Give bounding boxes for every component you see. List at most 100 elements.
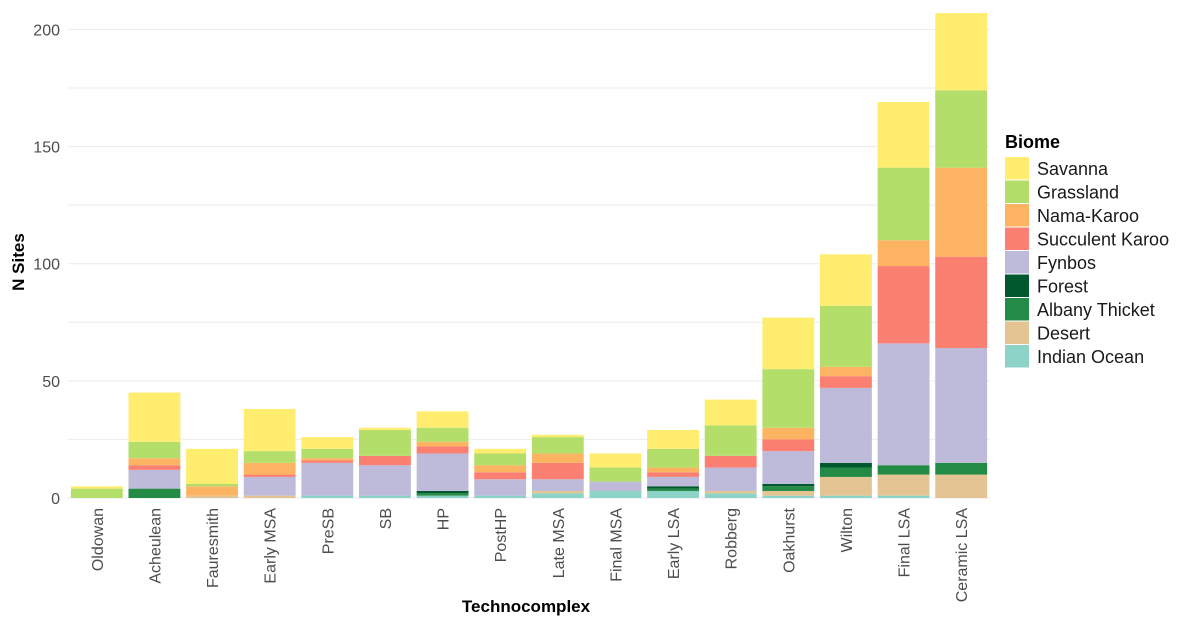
bar-segment-albany-thicket bbox=[128, 488, 181, 498]
bar-segment-succulent-karoo bbox=[128, 465, 181, 470]
bar-segment-nama-karoo bbox=[762, 427, 815, 440]
bar-segment-fynbos bbox=[359, 465, 411, 496]
bar-segment-desert bbox=[186, 495, 238, 498]
bar-segment-succulent-karoo bbox=[820, 376, 872, 388]
bar-segment-nama-karoo bbox=[474, 465, 527, 473]
bar-segment-albany-thicket bbox=[762, 486, 815, 491]
legend-title: Biome bbox=[1005, 132, 1060, 152]
legend-key-fynbos bbox=[1005, 251, 1029, 274]
x-tick-label: PreSB bbox=[320, 508, 337, 554]
bar-segment-grassland bbox=[301, 448, 354, 459]
bar-segment-fynbos bbox=[243, 476, 296, 496]
y-axis-ticks: 0 50 100 150 200 bbox=[33, 22, 60, 508]
legend-label: Fynbos bbox=[1037, 253, 1096, 273]
bar-segment-desert bbox=[704, 490, 757, 494]
bar-segment-grassland bbox=[704, 425, 757, 456]
bar-segment-grassland bbox=[243, 451, 296, 463]
x-tick-label: Early LSA bbox=[666, 508, 683, 579]
x-tick-label: Fauresmith bbox=[205, 508, 222, 588]
bar-segment-nama-karoo bbox=[243, 462, 296, 475]
bar-segment-savanna bbox=[128, 392, 181, 442]
bar-segment-desert bbox=[243, 495, 296, 498]
bar-segment-nama-karoo bbox=[877, 240, 930, 267]
bar-segment-desert bbox=[531, 490, 584, 494]
bar-segment-indian-ocean bbox=[359, 495, 411, 498]
bar-segment-grassland bbox=[935, 90, 988, 168]
x-tick-label: Oakhurst bbox=[781, 507, 798, 572]
bar-segment-savanna bbox=[186, 448, 238, 484]
bar-segment-nama-karoo bbox=[186, 486, 238, 496]
x-tick-label: Acheulean bbox=[147, 508, 164, 584]
bar-segment-fynbos bbox=[935, 348, 988, 463]
bar-segment-savanna bbox=[416, 411, 469, 428]
legend-key-nama-karoo bbox=[1005, 204, 1029, 227]
legend-label: Savanna bbox=[1037, 159, 1109, 179]
bar-segment-indian-ocean bbox=[877, 495, 930, 498]
legend-label: Forest bbox=[1037, 276, 1088, 296]
bar-segment-desert bbox=[877, 474, 930, 496]
bar-segment-fynbos bbox=[877, 343, 930, 466]
bar-segment-savanna bbox=[647, 430, 699, 449]
y-axis-title: N Sites bbox=[9, 233, 28, 291]
bar-segment-grassland bbox=[762, 369, 815, 428]
x-axis-title: Technocomplex bbox=[462, 597, 591, 616]
bar-segment-grassland bbox=[70, 488, 123, 498]
x-tick-label: Early MSA bbox=[263, 508, 280, 584]
bar-segment-grassland bbox=[186, 483, 238, 487]
legend-key-succulent-karoo bbox=[1005, 227, 1029, 250]
bar-segment-desert bbox=[935, 474, 988, 498]
bar-segment-nama-karoo bbox=[820, 366, 872, 377]
bar-segment-fynbos bbox=[128, 469, 181, 489]
bar-segment-fynbos bbox=[531, 479, 584, 491]
bar-segment-nama-karoo bbox=[301, 458, 354, 461]
bar-segment-nama-karoo bbox=[935, 167, 988, 257]
legend-label: Indian Ocean bbox=[1037, 347, 1144, 367]
bar-segment-savanna bbox=[243, 408, 296, 452]
bar-segment-grassland bbox=[359, 430, 411, 456]
bar-segment-desert bbox=[762, 490, 815, 496]
bar-segment-savanna bbox=[474, 448, 527, 454]
bar-segment-succulent-karoo bbox=[359, 455, 411, 466]
bar-segment-indian-ocean bbox=[704, 493, 757, 498]
bar-segment-savanna bbox=[704, 399, 757, 426]
bar-segment-savanna bbox=[820, 254, 872, 306]
bar-segment-grassland bbox=[416, 427, 469, 442]
bar-segment-fynbos bbox=[474, 479, 527, 496]
bar-segment-grassland bbox=[474, 453, 527, 466]
x-axis-ticks: Oldowan Acheulean Fauresmith Early MSA PreSB… bbox=[90, 507, 971, 602]
legend-key-forest bbox=[1005, 274, 1029, 297]
legend-key-indian-ocean bbox=[1005, 345, 1029, 368]
legend-label: Albany Thicket bbox=[1037, 300, 1155, 320]
bar-segment-indian-ocean bbox=[301, 495, 354, 498]
bar-segment-succulent-karoo bbox=[704, 455, 757, 468]
bar-segment-succulent-karoo bbox=[301, 460, 354, 463]
x-tick-label: Final LSA bbox=[897, 508, 914, 578]
legend-key-desert bbox=[1005, 321, 1029, 344]
bar-segment-fynbos bbox=[820, 387, 872, 463]
y-tick-label: 0 bbox=[51, 491, 60, 508]
bar-segment-nama-karoo bbox=[647, 467, 699, 473]
legend-label: Nama-Karoo bbox=[1037, 206, 1139, 226]
x-tick-label: Ceramic LSA bbox=[954, 508, 971, 603]
bar-segment-grassland bbox=[589, 467, 642, 482]
legend: Biome Savanna Grassland Nama-Karoo Succulen… bbox=[1005, 132, 1169, 368]
bar-segment-grassland bbox=[128, 441, 181, 459]
x-tick-label: Late MSA bbox=[551, 508, 568, 579]
bar-segment-indian-ocean bbox=[474, 495, 527, 498]
bar-segment-fynbos bbox=[301, 462, 354, 496]
bar-segment-succulent-karoo bbox=[647, 472, 699, 477]
bar-segment-succulent-karoo bbox=[531, 462, 584, 480]
bar-segment-indian-ocean bbox=[647, 490, 699, 498]
bar-segment-grassland bbox=[647, 448, 699, 468]
x-tick-label: Robberg bbox=[724, 508, 741, 569]
bar-segment-succulent-karoo bbox=[935, 256, 988, 349]
bar-segment-fynbos bbox=[647, 476, 699, 487]
bar-segment-savanna bbox=[589, 453, 642, 468]
x-tick-label: SB bbox=[378, 508, 395, 529]
y-tick-label: 100 bbox=[33, 257, 60, 274]
bar-segment-nama-karoo bbox=[416, 441, 469, 447]
legend-key-albany-thicket bbox=[1005, 298, 1029, 321]
bar-segment-indian-ocean bbox=[531, 493, 584, 498]
bar-segment-succulent-karoo bbox=[762, 439, 815, 452]
